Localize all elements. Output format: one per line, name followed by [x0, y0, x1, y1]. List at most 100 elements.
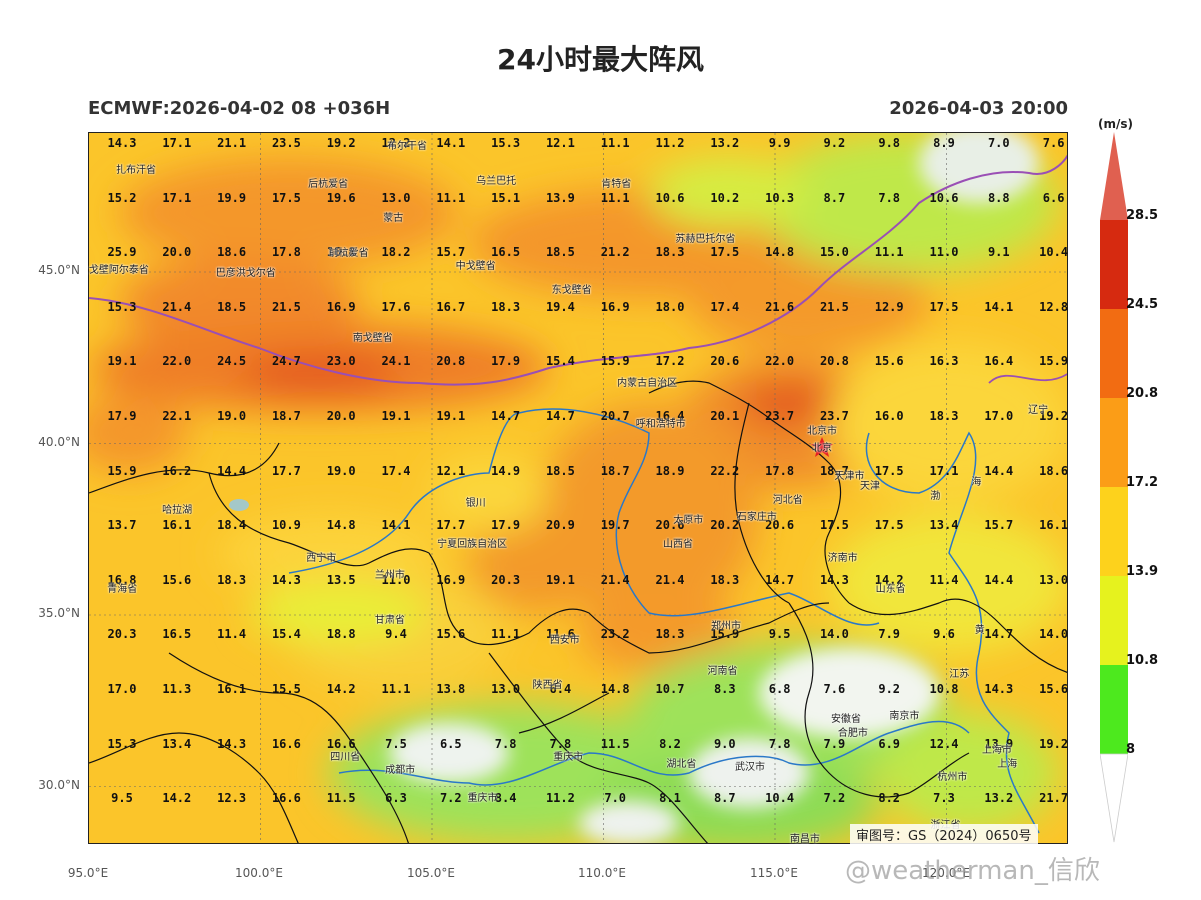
gust-value: 17.7 [436, 518, 466, 533]
gust-value: 14.1 [984, 299, 1014, 314]
gust-value: 15.6 [162, 572, 192, 587]
place-label: 武汉市 [734, 762, 765, 774]
gust-value: 11.2 [655, 136, 685, 150]
gust-value: 15.9 [600, 354, 630, 369]
coastline-east [865, 431, 1040, 834]
gust-value: 9.2 [878, 682, 901, 696]
gust-value: 8.1 [659, 791, 681, 806]
gust-value: 18.6 [217, 245, 247, 260]
gust-value: 8.9 [933, 136, 955, 150]
gust-value: 15.1 [491, 190, 521, 205]
gust-value: 14.8 [600, 682, 630, 696]
gust-value: 21.5 [819, 299, 849, 314]
place-label: 蒙古 [383, 213, 404, 225]
place-label: 安徽省 [831, 714, 862, 726]
yangtze-river [338, 720, 970, 786]
gust-value: 17.4 [381, 463, 411, 478]
gust-value: 13.4 [929, 518, 959, 533]
gust-value: 18.5 [217, 299, 247, 314]
gust-value: 16.4 [984, 354, 1014, 369]
place-label: 石家庄市 [736, 511, 777, 523]
gust-value: 8.4 [494, 791, 517, 806]
gust-value: 17.5 [819, 518, 849, 533]
gust-value: 15.6 [436, 627, 466, 642]
gust-value: 9.9 [768, 136, 791, 150]
gust-value: 18.7 [600, 463, 630, 478]
colorbar-band [1100, 487, 1128, 576]
gust-value: 19.0 [326, 463, 356, 478]
place-label: 内蒙古自治区 [617, 377, 678, 389]
gust-value: 16.1 [217, 682, 247, 696]
gust-value: 11.1 [381, 682, 411, 696]
gust-value: 19.1 [436, 409, 466, 423]
gust-value: 20.2 [710, 518, 740, 533]
place-label: 北京 [812, 443, 833, 455]
gust-value: 11.3 [162, 682, 192, 696]
gust-value: 7.9 [878, 627, 901, 642]
place-label: 后杭爱省 [308, 178, 349, 190]
colorbar-band [1100, 665, 1128, 754]
gust-value: 18.3 [655, 245, 685, 260]
gust-value: 23.7 [765, 409, 795, 423]
gust-value: 7.6 [1042, 136, 1065, 150]
place-label: 南昌市 [789, 834, 820, 846]
gust-value: 16.5 [162, 627, 192, 642]
gust-value: 8.7 [713, 791, 736, 806]
map-review-number: 审图号：GS（2024）0650号 [850, 824, 1038, 845]
place-label: 苏赫巴托尔省 [675, 233, 736, 245]
gust-value: 11.4 [929, 572, 959, 587]
gust-value: 17.4 [710, 299, 740, 314]
gust-value: 15.4 [545, 354, 575, 369]
gust-value: 16.6 [326, 736, 356, 751]
place-label: 河南省 [707, 666, 738, 678]
gust-value: 13.2 [984, 791, 1014, 806]
colorbar [1100, 132, 1128, 843]
gust-value: 18.2 [381, 245, 411, 260]
gust-value: 16.1 [162, 518, 192, 533]
gust-value: 22.0 [765, 354, 795, 369]
gust-value: 8.2 [659, 736, 681, 751]
gust-value: 16.9 [436, 572, 466, 587]
gust-value: 15.2 [107, 190, 137, 205]
gust-value: 6.8 [768, 682, 791, 696]
gust-value: 19.1 [107, 354, 137, 369]
colorbar-label-13_9: 13.9 [1126, 564, 1159, 579]
gust-value: 11.1 [600, 136, 630, 150]
place-label: 宁夏回族自治区 [437, 539, 508, 551]
gust-value: 18.3 [491, 299, 521, 314]
gust-value: 15.7 [984, 518, 1014, 533]
lon-label-120: 120.0°E [922, 866, 970, 880]
gust-value: 14.7 [545, 409, 575, 423]
gust-value: 22.1 [162, 409, 192, 423]
gust-value: 17.1 [162, 190, 192, 205]
colorbar-label-20_8: 20.8 [1126, 386, 1159, 401]
chart-title: 24小时最大阵风 [497, 43, 704, 76]
gust-value: 14.4 [984, 463, 1014, 478]
gust-value: 18.3 [929, 409, 959, 423]
gust-value: 20.6 [765, 518, 795, 533]
place-label: 上海 [997, 758, 1018, 770]
colorbar-label-28_5: 28.5 [1126, 208, 1159, 223]
gust-value: 14.8 [326, 518, 356, 533]
place-label: 扎布汗省 [116, 165, 157, 177]
gust-value: 8.2 [878, 791, 901, 806]
province-borders-4 [168, 652, 709, 843]
colorbar-label-8: 8 [1126, 742, 1136, 757]
gust-value: 15.9 [1039, 354, 1069, 369]
gust-value: 24.5 [217, 354, 247, 369]
place-label: 哈拉湖 [162, 504, 193, 516]
gust-value: 14.4 [984, 572, 1014, 587]
gust-value: 14.0 [1039, 627, 1069, 642]
gust-value: 23.2 [600, 627, 630, 642]
lon-label-100: 100.0°E [235, 866, 283, 880]
gust-value: 23.5 [271, 136, 301, 150]
gust-value: 20.3 [107, 627, 137, 642]
gust-value: 17.0 [984, 409, 1014, 423]
place-label: 济南市 [827, 552, 858, 564]
colorbar-band [1100, 309, 1128, 398]
wind-gust-map[interactable] [88, 132, 1068, 844]
gust-value: 11.6 [545, 627, 575, 642]
gust-value: 17.6 [381, 299, 411, 314]
place-label: 南戈壁省 [352, 333, 393, 345]
place-label: 东戈壁省 [551, 285, 592, 297]
